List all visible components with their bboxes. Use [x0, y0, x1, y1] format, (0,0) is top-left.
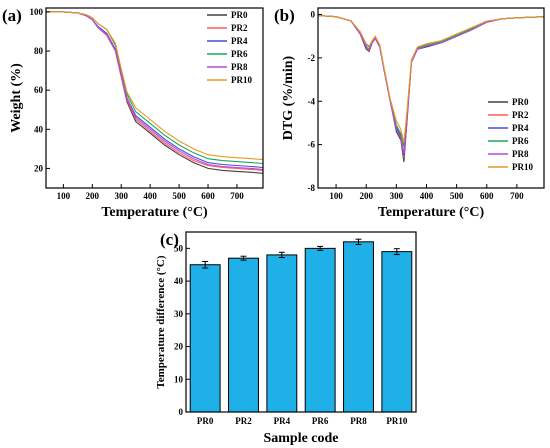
x-tick-label: 500	[172, 191, 186, 201]
panel-label: (a)	[2, 6, 22, 25]
series-line-pr10	[46, 11, 263, 161]
plot-frame	[317, 7, 545, 189]
bar-pr8	[343, 241, 374, 413]
x-tick-label: 300	[114, 191, 128, 201]
y-tick-label: 20	[174, 342, 184, 352]
legend-label: PR0	[231, 10, 248, 20]
series-line-pr2	[318, 15, 544, 158]
series-line-pr4	[318, 15, 544, 156]
x-tick-label: 500	[450, 191, 464, 201]
plot-frame	[45, 7, 264, 189]
legend-label: PR6	[231, 49, 248, 59]
x-tick-label: PR8	[350, 416, 367, 426]
series-line-pr10	[318, 15, 544, 143]
legend-label: PR8	[512, 149, 529, 159]
bar-pr0	[189, 264, 221, 413]
y-tick-label: 0	[311, 10, 316, 20]
legend-label: PR10	[512, 162, 533, 172]
y-tick-label: -6	[308, 140, 316, 150]
y-tick-label: 40	[34, 124, 44, 134]
y-axis-title: Temperature difference (°C)	[155, 255, 167, 388]
y-tick-label: -4	[308, 96, 316, 106]
series-line-pr6	[318, 15, 544, 147]
x-tick-label: 100	[329, 191, 343, 201]
bar-pr10	[381, 251, 413, 413]
legend-label: PR10	[231, 75, 252, 85]
bar-pr4	[266, 254, 298, 413]
series-line-pr0	[318, 15, 544, 163]
y-axis-title: Weight (%)	[9, 63, 24, 133]
x-tick-label: 700	[510, 191, 524, 201]
x-axis-title: Temperature (°C)	[101, 205, 208, 220]
panel-2: PR0 PR2 PR4 PR6 PR8 PR10 0 10 20 30 40 50 Sample cod…	[155, 230, 417, 446]
x-axis-title: Temperature (°C)	[378, 205, 485, 220]
y-tick-label: 80	[34, 46, 44, 56]
series-group	[318, 15, 544, 163]
legend-label: PR2	[231, 23, 248, 33]
y-tick-label: 30	[174, 309, 184, 319]
legend: PR0 PR2 PR4 PR6 PR8 PR10	[488, 97, 533, 172]
legend-label: PR2	[512, 110, 529, 120]
y-tick-label: 60	[34, 85, 44, 95]
x-tick-label: 400	[143, 191, 157, 201]
panel-1: 100 200 300 400 500 600 700 0 -2 -4 -6 -8 Temperatur…	[274, 6, 545, 220]
legend-label: PR0	[512, 97, 529, 107]
bar-pr2	[228, 257, 259, 413]
x-tick-label: 100	[57, 191, 71, 201]
y-tick-label: 40	[174, 276, 184, 286]
x-tick-label: PR4	[274, 416, 291, 426]
y-axis-title: DTG (%/min)	[281, 55, 296, 140]
x-tick-label: PR10	[386, 416, 407, 426]
x-tick-label: 300	[390, 191, 404, 201]
y-tick-label: -2	[308, 53, 316, 63]
panel-0: 100 200 300 400 500 600 700 20 40 60 80 100 Temperat…	[2, 6, 264, 220]
x-tick-label: PR2	[235, 416, 252, 426]
x-tick-label: 700	[230, 191, 244, 201]
y-tick-label: 20	[34, 163, 44, 173]
bar-pr6	[304, 247, 336, 413]
series-line-pr8	[318, 15, 544, 154]
legend-label: PR6	[512, 136, 529, 146]
legend-label: PR4	[512, 123, 529, 133]
x-tick-label: 600	[480, 191, 494, 201]
legend-label: PR8	[231, 62, 248, 72]
y-tick-label: 50	[174, 243, 184, 253]
x-tick-label: PR0	[197, 416, 214, 426]
panel-label: (b)	[274, 6, 295, 25]
y-tick-label: 100	[30, 7, 44, 17]
panel-label: (c)	[160, 230, 179, 249]
x-tick-label: 200	[359, 191, 373, 201]
series-line-pr6	[46, 11, 263, 165]
y-tick-label: -8	[308, 183, 316, 193]
x-tick-label: 600	[201, 191, 215, 201]
x-tick-label: 400	[420, 191, 434, 201]
y-tick-label: 0	[179, 407, 184, 417]
series-group	[46, 11, 263, 174]
y-tick-label: 10	[174, 374, 184, 384]
legend: PR0 PR2 PR4 PR6 PR8 PR10	[207, 10, 252, 85]
legend-label: PR4	[231, 36, 248, 46]
x-tick-label: PR6	[312, 416, 329, 426]
x-tick-label: 200	[86, 191, 100, 201]
series-line-pr8	[46, 11, 263, 170]
plot-frame	[185, 231, 417, 413]
x-axis-title: Sample code	[263, 431, 338, 446]
